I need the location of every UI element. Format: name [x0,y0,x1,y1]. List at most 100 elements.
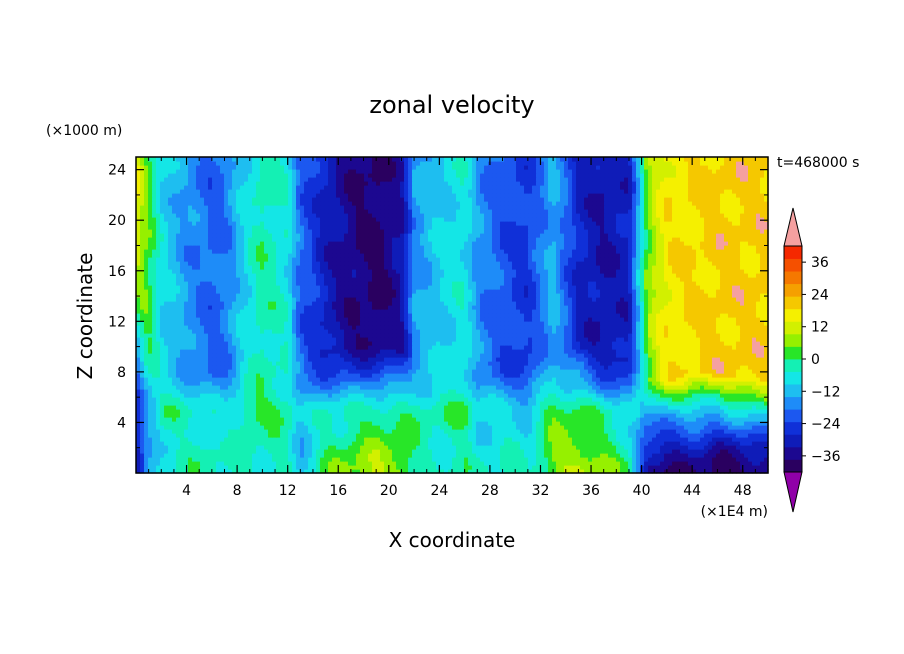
field-cell [148,429,153,434]
field-cell [156,425,161,430]
field-cell [380,385,385,390]
field-cell [320,357,325,362]
field-cell [284,433,289,438]
field-cell [220,369,225,374]
field-cell [680,385,685,390]
field-cell [420,373,425,378]
field-cell [272,409,277,414]
field-cell [640,441,645,446]
field-cell [684,381,689,386]
field-cell [684,417,689,422]
field-cell [360,421,365,426]
field-cell [744,357,749,362]
field-cell [624,409,629,414]
field-cell [316,405,321,410]
field-cell [732,381,737,386]
field-cell [468,389,473,394]
field-cell [688,361,693,366]
field-cell [296,453,301,458]
field-cell [484,361,489,366]
field-cell [740,409,745,414]
field-cell [444,357,449,362]
field-cell [716,397,721,402]
field-cell [208,413,213,418]
field-cell [336,345,341,350]
field-cell [384,365,389,370]
field-cell [424,441,429,446]
field-cell [764,469,769,474]
field-cell [332,449,337,454]
field-cell [388,469,393,474]
field-cell [148,449,153,454]
field-cell [536,365,541,370]
field-cell [140,421,145,426]
field-cell [268,425,273,430]
field-cell [512,349,517,354]
field-cell [632,433,637,438]
field-cell [640,369,645,374]
field-cell [596,365,601,370]
field-cell [148,425,153,430]
field-cell [288,465,293,470]
field-cell [264,389,269,394]
field-cell [588,405,593,410]
field-cell [656,373,661,378]
field-cell [352,429,357,434]
field-cell [260,353,265,358]
field-cell [244,469,249,474]
field-cell [152,429,157,434]
field-cell [360,433,365,438]
field-cell [588,433,593,438]
field-cell [252,373,257,378]
field-cell [396,449,401,454]
field-cell [760,457,765,462]
field-cell [208,449,213,454]
field-cell [616,389,621,394]
field-cell [460,465,465,470]
field-cell [596,393,601,398]
field-cell [324,449,329,454]
field-cell [416,425,421,430]
field-cell [684,365,689,370]
field-cell [292,453,297,458]
field-cell [704,417,709,422]
field-cell [464,361,469,366]
field-cell [188,445,193,450]
field-cell [252,349,257,354]
field-cell [572,453,577,458]
field-cell [584,353,589,358]
field-cell [632,413,637,418]
field-cell [584,425,589,430]
field-cell [564,425,569,430]
field-cell [452,457,457,462]
field-cell [472,381,477,386]
field-cell [692,369,697,374]
field-cell [232,349,237,354]
field-cell [632,425,637,430]
field-cell [764,409,769,414]
field-cell [256,421,261,426]
field-cell [344,377,349,382]
field-cell [748,429,753,434]
field-cell [760,373,765,378]
field-cell [708,421,713,426]
field-cell [188,365,193,370]
field-cell [732,377,737,382]
field-cell [400,433,405,438]
field-cell [760,357,765,362]
field-cell [392,361,397,366]
field-cell [568,421,573,426]
field-cell [748,409,753,414]
field-cell [552,461,557,466]
field-cell [736,437,741,442]
field-cell [344,465,349,470]
field-cell [456,357,461,362]
field-cell [752,365,757,370]
field-cell [392,441,397,446]
field-cell [588,457,593,462]
field-cell [320,445,325,450]
field-cell [696,445,701,450]
field-cell [592,409,597,414]
field-cell [636,429,641,434]
field-cell [344,345,349,350]
